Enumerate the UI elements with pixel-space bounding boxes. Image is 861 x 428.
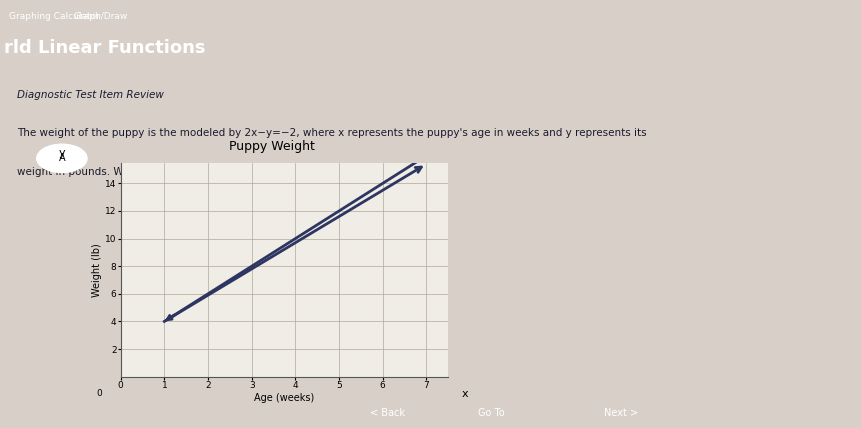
Text: x: x bbox=[461, 389, 468, 399]
Text: Next >: Next > bbox=[603, 408, 637, 418]
Text: Graphing Calculator: Graphing Calculator bbox=[9, 12, 99, 21]
Text: A: A bbox=[59, 153, 65, 163]
Circle shape bbox=[37, 144, 87, 172]
Text: Graph/Draw: Graph/Draw bbox=[73, 12, 127, 21]
Text: rld Linear Functions: rld Linear Functions bbox=[4, 39, 206, 57]
Text: y: y bbox=[59, 149, 65, 158]
Y-axis label: Weight (lb): Weight (lb) bbox=[92, 243, 102, 297]
Text: Go To: Go To bbox=[478, 408, 504, 418]
Text: Puppy Weight: Puppy Weight bbox=[229, 140, 314, 153]
Text: weight in pounds. Which graph models the puppy's growth?: weight in pounds. Which graph models the… bbox=[17, 167, 331, 177]
X-axis label: Age (weeks): Age (weeks) bbox=[254, 392, 314, 403]
Text: The weight of the puppy is the modeled by 2x−y=−2, where x represents the puppy': The weight of the puppy is the modeled b… bbox=[17, 128, 646, 138]
Text: Diagnostic Test Item Review: Diagnostic Test Item Review bbox=[17, 90, 164, 100]
Text: 0: 0 bbox=[96, 389, 102, 398]
Text: < Back: < Back bbox=[370, 408, 405, 418]
